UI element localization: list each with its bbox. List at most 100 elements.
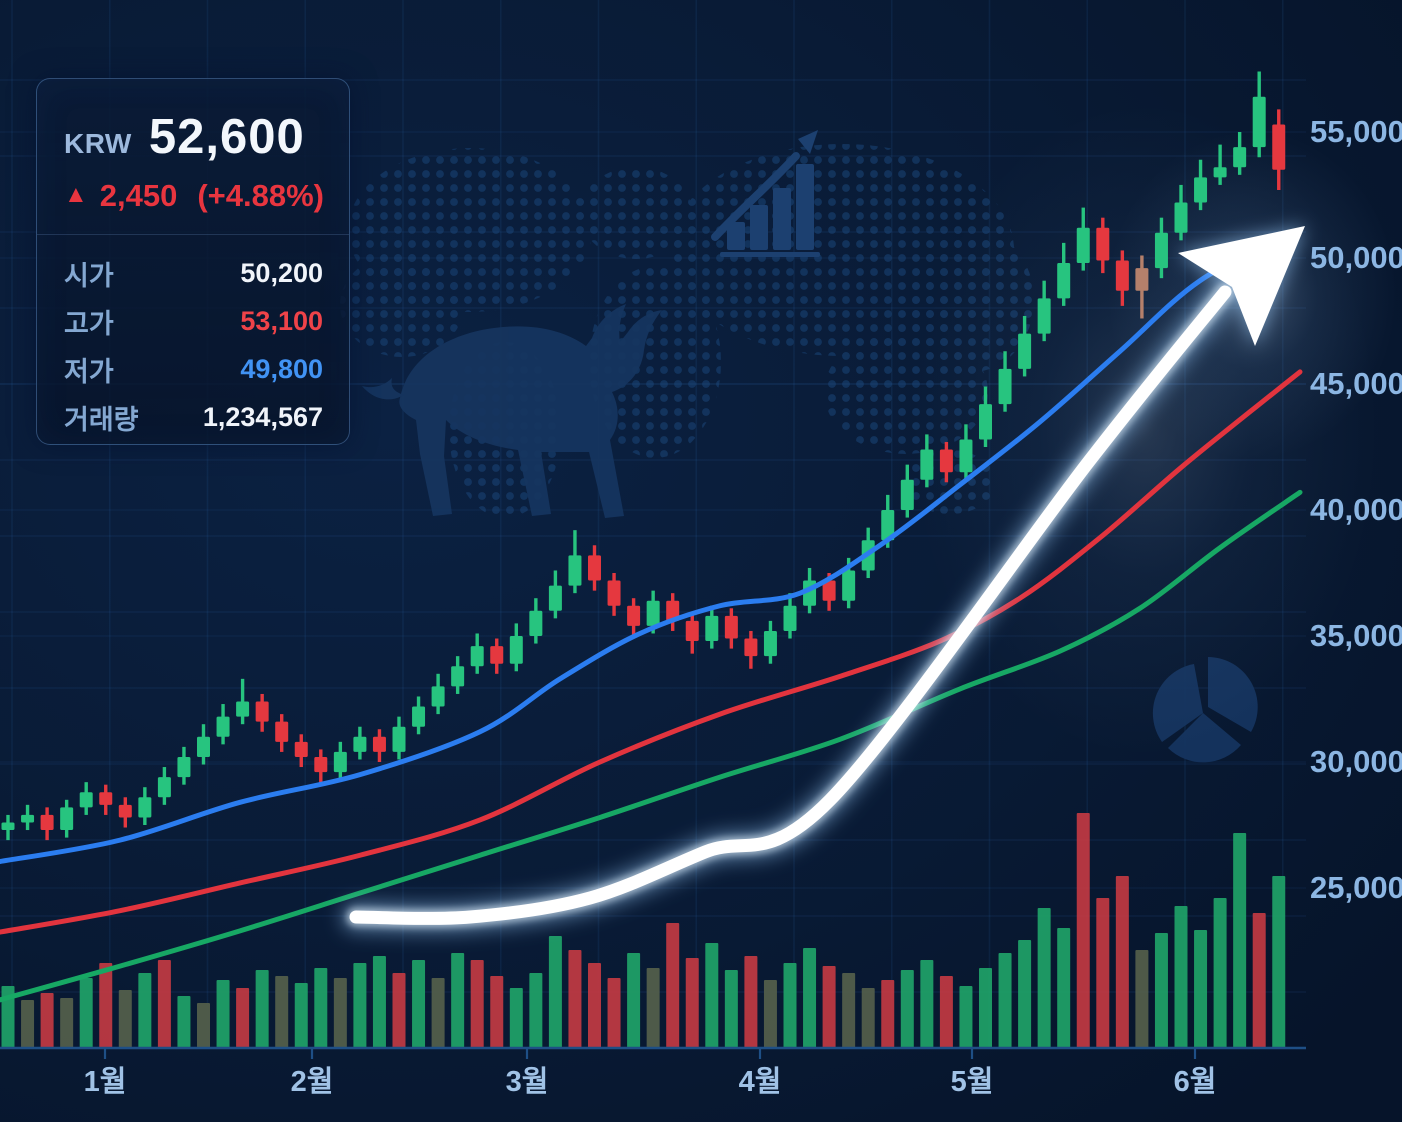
candle — [744, 638, 758, 657]
candle — [607, 580, 621, 606]
volume-bar — [548, 936, 562, 1048]
candle — [1037, 298, 1051, 334]
volume-bar — [275, 976, 289, 1048]
price-axis-label: 45,000 — [1310, 366, 1402, 401]
candle — [509, 636, 523, 664]
volume-bar — [861, 988, 875, 1048]
ma-long-green — [0, 489, 1303, 1003]
candle — [314, 756, 328, 773]
moving-average-lines — [0, 229, 1303, 1003]
stat-row-volume: 거래량 1,234,567 — [64, 393, 323, 441]
up-triangle-icon: ▲ — [64, 181, 88, 208]
ma-mid-red — [0, 369, 1303, 935]
candle — [294, 741, 308, 757]
volume-bar — [197, 1003, 210, 1048]
candle — [1076, 227, 1090, 264]
volume-bar — [939, 976, 953, 1048]
candle — [138, 797, 152, 818]
volume-bar — [314, 968, 328, 1048]
volume-bar — [431, 978, 445, 1048]
candle — [842, 570, 856, 601]
candle — [1115, 260, 1129, 291]
candle — [959, 439, 973, 473]
volume-bar — [392, 973, 406, 1048]
volume-bar — [1, 986, 15, 1048]
volume-bar — [451, 953, 465, 1048]
trend-arrow — [341, 226, 1305, 934]
month-axis-label: 6월 — [1173, 1066, 1217, 1098]
candle — [451, 666, 465, 687]
currency-label: KRW — [64, 128, 132, 159]
candle — [79, 792, 93, 808]
candle — [21, 814, 35, 823]
candle — [60, 807, 74, 831]
volume-bar — [40, 993, 54, 1048]
volume-bar — [79, 978, 93, 1048]
volume-bar — [822, 966, 836, 1048]
volume-bar — [412, 960, 426, 1048]
stat-row-low: 저가 49,800 — [64, 345, 323, 393]
candle — [1174, 202, 1188, 233]
price-axis-label: 55,000 — [1310, 114, 1402, 149]
volume-bar — [1135, 950, 1149, 1048]
stat-row-open: 시가 50,200 — [64, 249, 323, 297]
candle — [685, 620, 699, 642]
candle — [431, 686, 445, 707]
volume-value: 1,234,567 — [202, 401, 323, 432]
price-axis-label: 40,000 — [1310, 492, 1402, 527]
high-label: 고가 — [64, 308, 114, 339]
ma-short-blue — [0, 229, 1298, 865]
price-axis-label: 35,000 — [1310, 618, 1402, 653]
candle — [490, 646, 504, 664]
volume-bar — [255, 970, 269, 1048]
candle — [255, 701, 269, 722]
volume-bar — [724, 970, 738, 1048]
volume-bar — [568, 950, 582, 1048]
open-label: 시가 — [64, 260, 114, 291]
price-axis-label: 50,000 — [1310, 240, 1402, 275]
candle — [177, 756, 191, 778]
volume-bar — [959, 986, 973, 1048]
volume-bar — [157, 960, 171, 1048]
volume-bar — [881, 980, 895, 1048]
candle — [822, 580, 836, 601]
change-value: 2,450 — [99, 178, 178, 213]
stat-row-high: 고가 53,100 — [64, 297, 323, 345]
price-change-row: ▲ 2,450 (+4.88%) — [37, 165, 349, 214]
volume-bar — [666, 923, 680, 1048]
month-axis-label: 1월 — [83, 1066, 127, 1098]
candle — [646, 600, 660, 626]
volume-bar — [783, 963, 797, 1048]
month-axis-label: 5월 — [950, 1066, 994, 1098]
volume-bar — [1037, 908, 1051, 1048]
bull-icon — [362, 304, 662, 518]
low-label: 저가 — [64, 356, 114, 387]
month-axis-label: 4월 — [738, 1066, 782, 1098]
candle — [588, 555, 601, 581]
month-axis-label: 2월 — [290, 1066, 334, 1098]
volume-bar — [490, 976, 504, 1048]
candle — [627, 605, 641, 626]
candle — [939, 449, 953, 473]
candle — [568, 555, 582, 586]
current-price: 52,600 — [148, 110, 305, 164]
volume-bar — [21, 1000, 35, 1048]
volume-bar — [842, 973, 856, 1048]
volume-bar — [333, 978, 347, 1048]
volume-label: 거래량 — [64, 404, 139, 435]
volume-bar — [138, 973, 152, 1048]
stat-rows: 시가 50,200 고가 53,100 저가 49,800 거래량 1,234,… — [37, 235, 349, 441]
volume-bar — [1076, 813, 1090, 1048]
candle — [412, 706, 426, 727]
volume-bar — [646, 968, 660, 1048]
candle — [1057, 263, 1071, 299]
price-axis-label: 30,000 — [1310, 744, 1402, 779]
volume-bar — [607, 978, 621, 1048]
candle — [197, 736, 210, 757]
candlesticks — [1, 71, 1286, 841]
candle — [998, 368, 1012, 405]
volume-bar — [705, 943, 719, 1048]
